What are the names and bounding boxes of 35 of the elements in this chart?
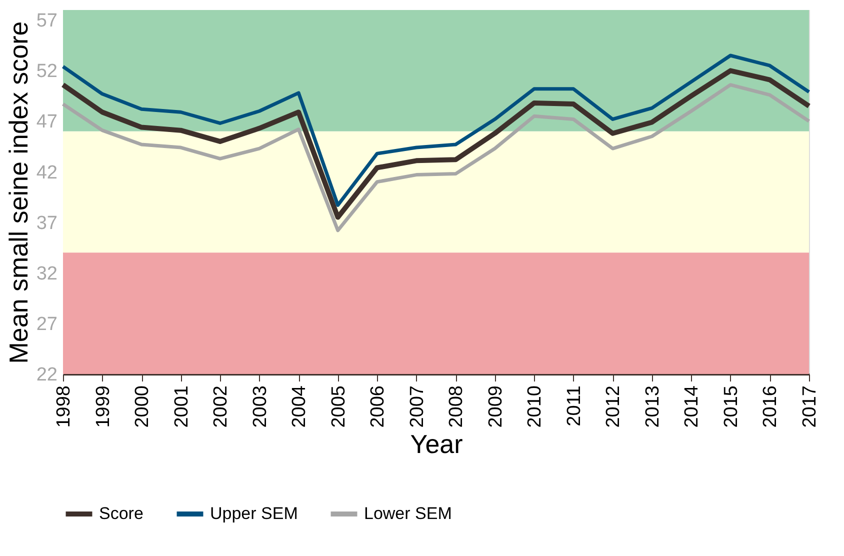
y-tick-label: 37 — [36, 212, 58, 234]
y-axis-title: Mean small seine index score — [3, 21, 34, 364]
x-tick-label: 2013 — [642, 386, 664, 428]
legend-label: Upper SEM — [210, 504, 298, 523]
x-tick-label: 1999 — [92, 386, 114, 428]
x-tick-label: 2000 — [132, 386, 154, 428]
x-tick-label: 2010 — [524, 386, 546, 428]
y-tick-label: 47 — [36, 112, 58, 133]
x-tick-label: 2011 — [564, 386, 585, 426]
x-tick-label: 2012 — [603, 386, 624, 428]
y-tick-label: 27 — [36, 314, 58, 335]
y-tick-label: 42 — [36, 162, 58, 184]
x-tick-label: 2004 — [289, 385, 310, 428]
x-tick-label: 2007 — [406, 386, 428, 428]
x-tick-label: 2005 — [328, 386, 350, 428]
x-axis-title: Year — [410, 428, 464, 459]
x-tick-label: 2009 — [485, 386, 506, 428]
line-series — [61, 83, 811, 232]
x-tick-label: 2006 — [368, 386, 389, 428]
x-tick-label: 2015 — [720, 386, 742, 428]
line-series — [61, 54, 811, 207]
x-tick-label: 2016 — [760, 386, 782, 428]
x-tick-label: 2003 — [250, 386, 271, 428]
x-tick-label: 2014 — [682, 385, 703, 428]
legend-label: Score — [99, 504, 144, 523]
x-tick-label: 1998 — [54, 386, 74, 428]
x-tick-label: 2001 — [171, 386, 192, 428]
legend-label: Lower SEM — [364, 504, 452, 523]
y-tick-label: 32 — [36, 263, 58, 284]
y-tick-label: 52 — [36, 61, 58, 82]
x-tick-label: 2002 — [210, 386, 232, 428]
x-tick-label: 2008 — [446, 386, 468, 428]
x-tick-label: 2017 — [800, 386, 820, 428]
y-tick-label: 57 — [36, 10, 58, 32]
y-tick-label: 22 — [36, 364, 58, 386]
